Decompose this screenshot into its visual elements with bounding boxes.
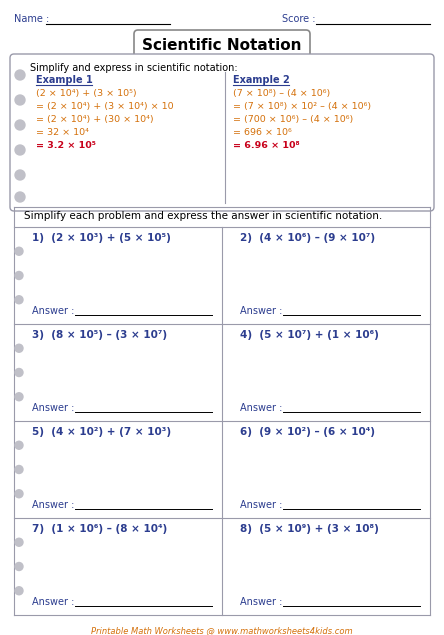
Circle shape	[15, 587, 23, 595]
Text: Answer :: Answer :	[32, 597, 75, 607]
Text: Answer :: Answer :	[240, 403, 282, 413]
Circle shape	[15, 296, 23, 304]
Circle shape	[15, 95, 25, 105]
Text: Answer :: Answer :	[32, 306, 75, 316]
Text: = 3.2 × 10⁵: = 3.2 × 10⁵	[36, 141, 96, 150]
Text: 8)  (5 × 10⁹) + (3 × 10⁸): 8) (5 × 10⁹) + (3 × 10⁸)	[240, 524, 379, 534]
Text: (2 × 10⁴) + (3 × 10⁵): (2 × 10⁴) + (3 × 10⁵)	[36, 89, 137, 98]
Text: Answer :: Answer :	[32, 500, 75, 510]
Circle shape	[15, 247, 23, 255]
Text: = (700 × 10⁶) – (4 × 10⁶): = (700 × 10⁶) – (4 × 10⁶)	[233, 115, 353, 124]
Circle shape	[15, 393, 23, 401]
Circle shape	[15, 465, 23, 474]
Circle shape	[15, 170, 25, 180]
Text: 7)  (1 × 10⁶) – (8 × 10⁴): 7) (1 × 10⁶) – (8 × 10⁴)	[32, 524, 167, 534]
Text: Answer :: Answer :	[240, 500, 282, 510]
Text: Answer :: Answer :	[240, 597, 282, 607]
Text: Example 2: Example 2	[233, 75, 290, 85]
Text: = (2 × 10⁴) + (3 × 10⁴) × 10: = (2 × 10⁴) + (3 × 10⁴) × 10	[36, 102, 174, 111]
Text: = 696 × 10⁶: = 696 × 10⁶	[233, 128, 292, 137]
Text: Simplify and express in scientific notation:: Simplify and express in scientific notat…	[30, 63, 238, 73]
Text: = (7 × 10⁸) × 10² – (4 × 10⁶): = (7 × 10⁸) × 10² – (4 × 10⁶)	[233, 102, 371, 111]
Circle shape	[15, 272, 23, 279]
FancyBboxPatch shape	[134, 30, 310, 58]
Text: 5)  (4 × 10²) + (7 × 10³): 5) (4 × 10²) + (7 × 10³)	[32, 427, 171, 437]
Circle shape	[15, 145, 25, 155]
Text: 3)  (8 × 10⁵) – (3 × 10⁷): 3) (8 × 10⁵) – (3 × 10⁷)	[32, 330, 167, 340]
Text: Score :: Score :	[282, 14, 316, 24]
Text: = 32 × 10⁴: = 32 × 10⁴	[36, 128, 89, 137]
Text: 6)  (9 × 10²) – (6 × 10⁴): 6) (9 × 10²) – (6 × 10⁴)	[240, 427, 375, 437]
Text: Simplify each problem and express the answer in scientific notation.: Simplify each problem and express the an…	[24, 211, 382, 221]
Circle shape	[15, 70, 25, 80]
Circle shape	[15, 192, 25, 202]
Circle shape	[15, 538, 23, 546]
Circle shape	[15, 563, 23, 570]
Text: = 6.96 × 10⁸: = 6.96 × 10⁸	[233, 141, 300, 150]
Text: (7 × 10⁸) – (4 × 10⁶): (7 × 10⁸) – (4 × 10⁶)	[233, 89, 330, 98]
Circle shape	[15, 490, 23, 498]
Circle shape	[15, 368, 23, 377]
Circle shape	[15, 120, 25, 130]
Text: 4)  (5 × 10⁷) + (1 × 10⁶): 4) (5 × 10⁷) + (1 × 10⁶)	[240, 330, 379, 340]
Text: = (2 × 10⁴) + (30 × 10⁴): = (2 × 10⁴) + (30 × 10⁴)	[36, 115, 154, 124]
Circle shape	[15, 344, 23, 352]
Text: Example 1: Example 1	[36, 75, 93, 85]
FancyBboxPatch shape	[10, 54, 434, 211]
Text: 2)  (4 × 10⁶) – (9 × 10⁷): 2) (4 × 10⁶) – (9 × 10⁷)	[240, 233, 375, 243]
Text: Answer :: Answer :	[32, 403, 75, 413]
Text: Scientific Notation: Scientific Notation	[142, 37, 302, 53]
Text: Name :: Name :	[14, 14, 49, 24]
Text: 1)  (2 × 10³) + (5 × 10⁵): 1) (2 × 10³) + (5 × 10⁵)	[32, 233, 171, 243]
Text: Printable Math Worksheets @ www.mathworksheets4kids.com: Printable Math Worksheets @ www.mathwork…	[91, 626, 353, 635]
Text: Answer :: Answer :	[240, 306, 282, 316]
Circle shape	[15, 441, 23, 449]
